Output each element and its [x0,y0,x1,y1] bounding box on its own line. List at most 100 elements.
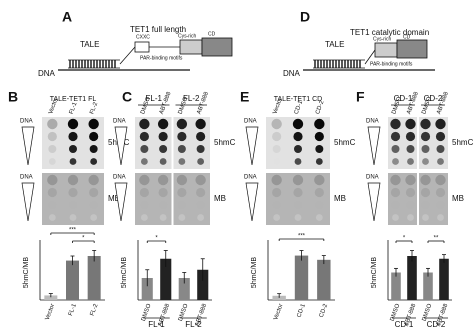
blot-dot [420,174,431,186]
stain-label: MB [334,194,346,203]
lane-label: DMSO [178,96,190,115]
blot-dot [48,201,57,209]
blot-dot [67,118,79,130]
dna-label: DNA [113,175,126,181]
panel-label: A [62,9,72,25]
blot-dot [195,174,206,186]
blot-dot [315,145,324,153]
blot-gap [417,173,419,225]
stain-label: 5hmC [214,138,236,147]
blot-dot [47,174,58,186]
blot-dot [390,187,401,198]
blot-dot [48,145,57,153]
cxxc-box [134,41,150,53]
blot-dot [294,201,302,209]
blot-dot [314,187,324,198]
blot-dot [294,145,302,153]
blot-dot [421,201,430,209]
blot-dot [176,174,188,186]
dna-wedge [21,182,35,222]
stain-label: MB [108,194,120,203]
blot-dot [159,201,168,209]
blot-dot [405,174,416,186]
group-label: FL-2 [185,320,202,329]
lane-label: Vector [48,97,59,115]
tale-label: TALE [80,40,99,49]
blot-dot [271,118,282,130]
title: TET1 catalytic domain [350,28,429,37]
blot-dot [88,118,99,130]
stain-label: 5hmC [452,138,474,147]
lane-label: CD-2 [315,99,326,115]
blot-dot [390,174,401,186]
blot-dot [407,214,414,221]
dna-wedge [114,182,128,222]
blot-dot [88,174,99,186]
header: TALE-TET1 FL [50,96,97,103]
blot-dot [422,158,429,165]
blot-dot [69,145,77,153]
dna-wedge [114,126,128,166]
blot-dot [314,131,324,142]
blot-dot [68,131,78,142]
blot-dot [315,214,323,221]
dna-wedge [245,126,259,166]
blot-dot [159,145,168,153]
significance: *** [69,228,77,234]
blot-dot [176,118,188,130]
blot-dot [391,145,400,153]
x-tick-label: DMSO [390,303,402,322]
bar [317,259,331,300]
cys-label: Cys-rich [373,36,392,42]
dna-wedge [21,126,35,166]
blot-dot [420,187,431,198]
blot-dot [48,214,56,221]
blot-dot [435,187,446,198]
blot-dot [140,201,149,209]
y-axis-label: 5hmC/MB [251,257,258,288]
panel-label: F [356,89,365,105]
cd-box [201,37,233,57]
lane-label: Vector [272,97,283,115]
blot-dot [390,118,401,130]
lane-label: DMSO [421,96,433,115]
blot-dot [139,187,149,198]
dna-label: DNA [38,69,56,78]
bar [407,256,417,300]
lane-label: DMSO [391,96,403,115]
blot-dot [89,131,99,142]
blot-dot [139,131,149,142]
x-tick-label: DMSO [422,303,434,322]
blot-dot [178,158,186,165]
blot-dot [197,158,205,165]
blot-dot [140,145,149,153]
bar [423,272,433,300]
blot-dot [405,118,416,130]
blot-dot [89,145,98,153]
significance: * [403,236,406,242]
x-tick-label: Vector [45,303,56,321]
blot-dot [90,158,98,165]
blot-dot [47,118,58,130]
blot-dot [67,174,79,186]
blot-dot [47,187,57,198]
bar [141,278,153,300]
blot-dot [407,158,414,165]
cys-label: Cys-rich [178,33,197,39]
bar [391,272,401,300]
blot-dot [420,118,431,130]
blot-dot [157,174,169,186]
dna-label: DNA [20,175,33,181]
x-tick-label: DMSO [141,303,153,322]
blot-dot [177,187,187,198]
blot-dot [422,214,429,221]
blot-dot [139,118,150,130]
blot-dot [392,214,399,221]
cd-label: CD [208,31,216,37]
header: TALE-TET1 CD [274,96,323,103]
blot-dot [437,214,444,221]
blot-dot [177,131,187,142]
blot-dot [294,158,302,165]
